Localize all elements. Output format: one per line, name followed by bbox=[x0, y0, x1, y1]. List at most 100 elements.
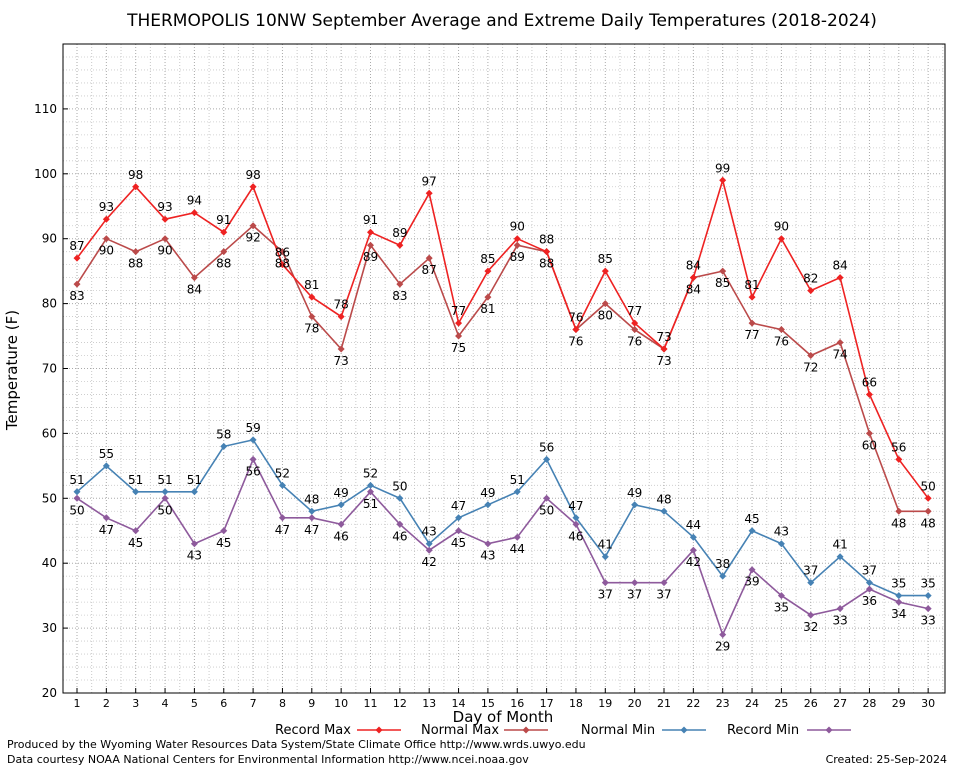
normal-min-data-label: 47 bbox=[568, 499, 583, 513]
normal-max-data-label: 76 bbox=[568, 335, 583, 349]
record-max-data-label: 82 bbox=[803, 272, 818, 286]
x-tick-label: 1 bbox=[74, 697, 81, 710]
record-max-data-label: 84 bbox=[686, 259, 701, 273]
record-min-point bbox=[190, 540, 198, 548]
normal-max-point bbox=[895, 507, 903, 515]
x-tick-label: 7 bbox=[250, 697, 257, 710]
record-min-point bbox=[367, 488, 374, 496]
normal-min-point bbox=[748, 527, 756, 535]
record-min-data-label: 47 bbox=[275, 523, 290, 537]
normal-min-data-label: 52 bbox=[275, 466, 290, 480]
normal-max-point bbox=[924, 507, 932, 515]
x-axis-label: Day of Month bbox=[453, 708, 554, 726]
record-max-point bbox=[337, 313, 345, 321]
record-min-point bbox=[249, 455, 257, 463]
record-min-data-label: 43 bbox=[187, 549, 202, 563]
normal-min-point bbox=[425, 540, 433, 548]
record-max-data-label: 91 bbox=[363, 213, 378, 227]
normal-min-data-label: 49 bbox=[627, 486, 642, 500]
legend-item-normal-max: Normal Max bbox=[421, 723, 548, 738]
normal-min-data-label: 56 bbox=[539, 440, 554, 454]
normal-max-point bbox=[396, 280, 404, 288]
legend: Record Max Normal Max Normal Min Record Min bbox=[275, 723, 851, 738]
record-max-data-label: 94 bbox=[187, 194, 202, 208]
record-max-point bbox=[807, 287, 815, 295]
normal-min-data-label: 45 bbox=[744, 512, 759, 526]
normal-min-data-label: 35 bbox=[921, 577, 936, 591]
record-min-data-label: 34 bbox=[891, 607, 906, 621]
normal-min-data-label: 59 bbox=[245, 421, 260, 435]
normal-min-point bbox=[73, 488, 81, 496]
normal-max-point bbox=[102, 235, 110, 243]
record-min-point bbox=[836, 605, 844, 613]
record-min-point bbox=[807, 611, 815, 619]
record-max-point bbox=[308, 293, 316, 301]
record-min-data-label: 50 bbox=[539, 503, 554, 517]
legend-marker-swatch bbox=[825, 726, 833, 734]
x-tick-label: 25 bbox=[774, 697, 788, 710]
normal-max-point bbox=[278, 248, 286, 256]
normal-min-data-label: 51 bbox=[187, 473, 202, 487]
x-tick-label: 23 bbox=[716, 697, 730, 710]
x-tick-label: 5 bbox=[191, 697, 198, 710]
x-tick-label: 13 bbox=[422, 697, 436, 710]
record-min-data-label: 32 bbox=[803, 620, 818, 634]
record-max-data-label: 98 bbox=[245, 168, 260, 182]
normal-min-data-label: 52 bbox=[363, 466, 378, 480]
x-tick-label: 21 bbox=[657, 697, 671, 710]
y-tick-label: 80 bbox=[42, 297, 57, 311]
normal-max-data-label: 89 bbox=[363, 250, 378, 264]
legend-label: Normal Min bbox=[581, 723, 655, 738]
record-max-point bbox=[249, 183, 257, 191]
record-min-data-label: 50 bbox=[69, 503, 84, 517]
normal-min-point bbox=[836, 553, 844, 561]
normal-min-point bbox=[777, 540, 785, 548]
chart-title: THERMOPOLIS 10NW September Average and E… bbox=[126, 11, 877, 31]
normal-min-data-label: 51 bbox=[157, 473, 172, 487]
normal-max-data-label: 60 bbox=[862, 438, 877, 452]
normal-min-point bbox=[807, 579, 815, 587]
record-min-point bbox=[102, 514, 110, 522]
normal-max-point bbox=[601, 300, 609, 308]
record-min-data-label: 37 bbox=[627, 588, 642, 602]
record-max-data-label: 85 bbox=[480, 252, 495, 266]
normal-max-data-label: 88 bbox=[275, 257, 290, 271]
record-max-point bbox=[924, 494, 932, 502]
x-tick-label: 6 bbox=[220, 697, 227, 710]
normal-min-point bbox=[484, 501, 492, 509]
record-max-point bbox=[278, 261, 286, 269]
normal-max-data-label: 81 bbox=[480, 302, 495, 316]
x-tick-label: 19 bbox=[598, 697, 612, 710]
record-min-point bbox=[601, 579, 609, 587]
record-max-data-label: 76 bbox=[568, 311, 583, 325]
normal-min-point bbox=[660, 507, 668, 515]
normal-max-point bbox=[777, 326, 785, 334]
normal-min-data-label: 43 bbox=[774, 525, 789, 539]
record-min-data-label: 39 bbox=[744, 575, 759, 589]
record-max-point bbox=[73, 254, 81, 262]
record-max-point bbox=[572, 326, 580, 334]
record-min-point bbox=[455, 527, 463, 535]
record-min-data-label: 56 bbox=[245, 464, 260, 478]
normal-max-data-label: 89 bbox=[510, 250, 525, 264]
footer-produced-by: Produced by the Wyoming Water Resources … bbox=[7, 738, 586, 751]
record-max-line bbox=[76, 177, 929, 499]
normal-min-data-label: 50 bbox=[392, 479, 407, 493]
record-min-point bbox=[689, 546, 697, 554]
normal-min-data-label: 37 bbox=[803, 564, 818, 578]
legend-marker-swatch bbox=[522, 726, 530, 734]
normal-max-data-label: 84 bbox=[686, 283, 701, 297]
record-min-point bbox=[425, 546, 433, 554]
record-max-data-label: 93 bbox=[99, 200, 114, 214]
normal-max-data-label: 77 bbox=[744, 328, 759, 342]
record-min-data-label: 45 bbox=[216, 536, 231, 550]
x-tick-label: 10 bbox=[334, 697, 348, 710]
record-min-data-label: 50 bbox=[157, 503, 172, 517]
normal-max-data-label: 48 bbox=[921, 516, 936, 530]
record-max-data-label: 98 bbox=[128, 168, 143, 182]
normal-min-point bbox=[190, 488, 198, 496]
record-min-data-label: 36 bbox=[862, 594, 877, 608]
normal-max-point bbox=[836, 339, 844, 347]
